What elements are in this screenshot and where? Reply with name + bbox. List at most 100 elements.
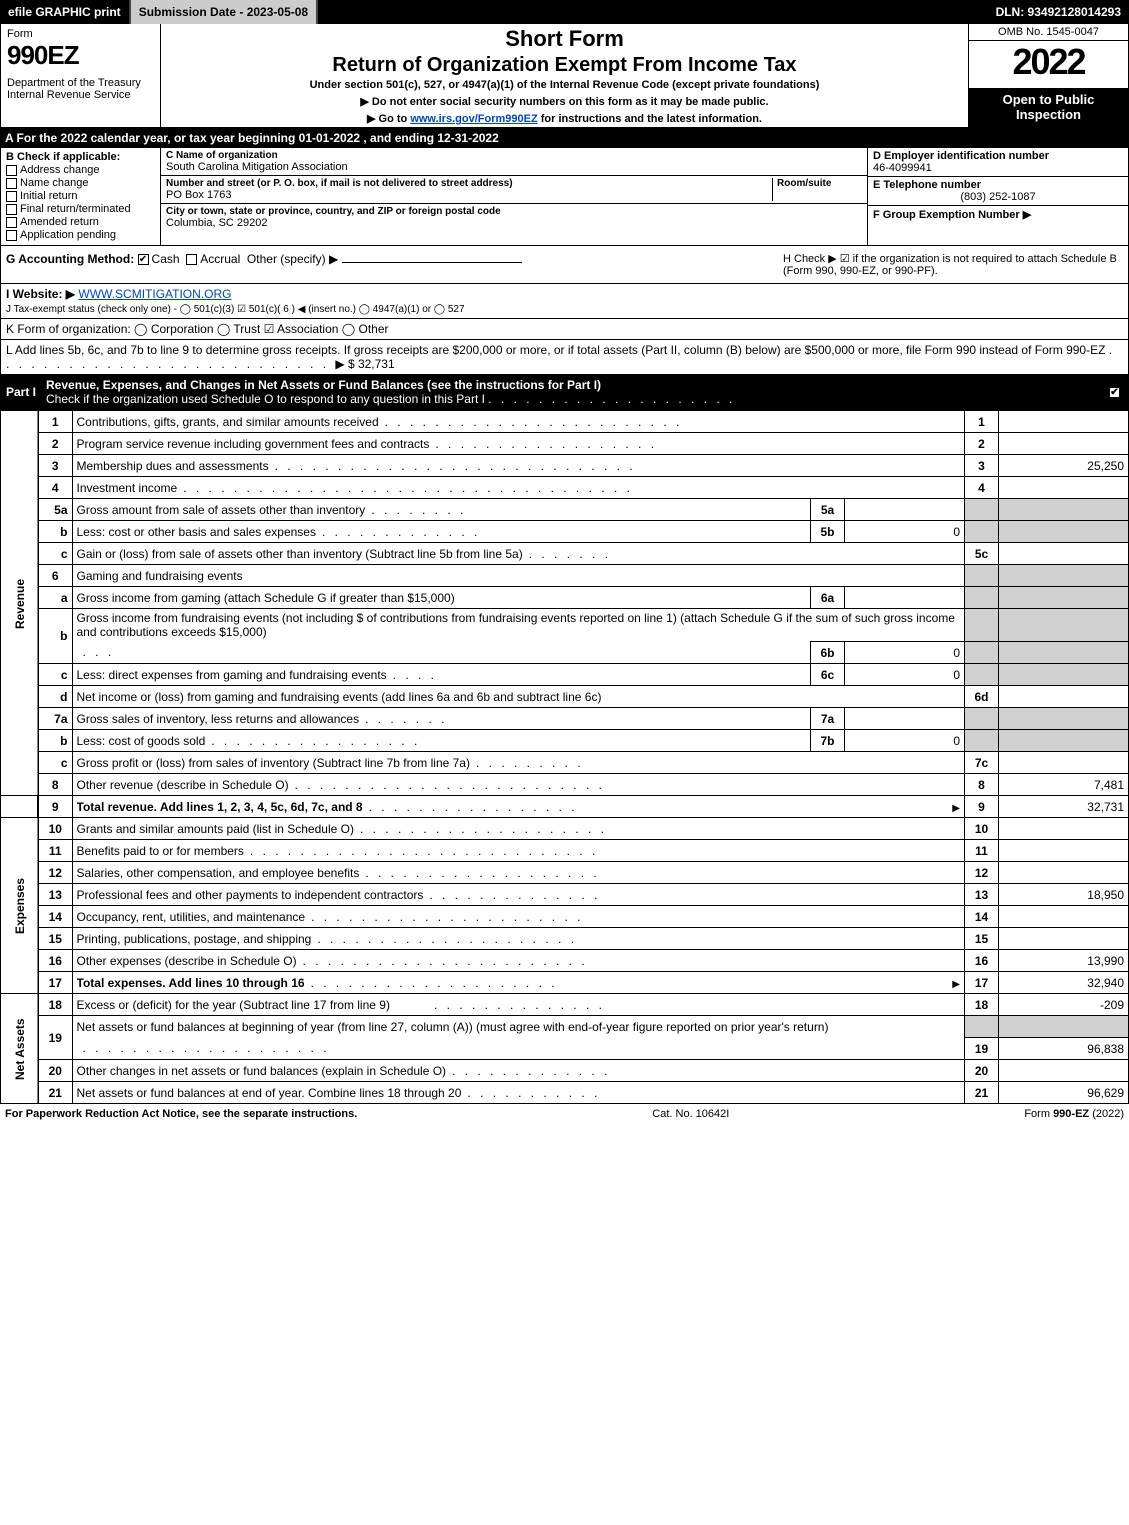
chk-amended-return[interactable]: Amended return: [6, 216, 155, 228]
irs-link[interactable]: www.irs.gov/Form990EZ: [410, 113, 537, 125]
lno-5c: c: [38, 543, 72, 565]
website-link[interactable]: WWW.SCMITIGATION.ORG: [78, 287, 231, 301]
line-5b-desc: Less: cost or other basis and sales expe…: [77, 525, 316, 539]
lno-13: 13: [38, 884, 72, 906]
efile-print-button[interactable]: efile GRAPHIC print: [0, 0, 131, 24]
row-a-tax-year: A For the 2022 calendar year, or tax yea…: [0, 128, 1129, 148]
val-6c: 0: [845, 664, 965, 686]
open-inspection-badge: Open to Public Inspection: [969, 88, 1128, 127]
lno-9: 9: [38, 796, 72, 818]
lno-16: 16: [38, 950, 72, 972]
chk-initial-return[interactable]: Initial return: [6, 190, 155, 202]
bullet-1: ▶ Do not enter social security numbers o…: [167, 95, 962, 108]
line-12-desc: Salaries, other compensation, and employ…: [77, 866, 360, 880]
line-4-desc: Investment income: [77, 481, 178, 495]
val-5c: [999, 543, 1129, 565]
val-9: 32,731: [999, 796, 1129, 818]
header-left: Form 990EZ Department of the Treasury In…: [1, 24, 161, 127]
lno-6c: c: [38, 664, 72, 686]
line-3-desc: Membership dues and assessments: [77, 459, 269, 473]
line-5c-desc: Gain or (loss) from sale of assets other…: [77, 547, 523, 561]
line-20-desc: Other changes in net assets or fund bala…: [77, 1064, 447, 1078]
chk-address-change[interactable]: Address change: [6, 164, 155, 176]
l-text: L Add lines 5b, 6c, and 7b to line 9 to …: [6, 343, 1105, 357]
part-i-bar: Part I Revenue, Expenses, and Changes in…: [0, 375, 1129, 410]
line-11-desc: Benefits paid to or for members: [77, 844, 244, 858]
main-title: Return of Organization Exempt From Incom…: [167, 54, 962, 77]
l-value: ▶ $ 32,731: [335, 357, 394, 371]
lno-7b: b: [38, 730, 72, 752]
val-19: 96,838: [999, 1038, 1129, 1060]
lno-5b: b: [38, 521, 72, 543]
line-21-desc: Net assets or fund balances at end of ye…: [77, 1086, 462, 1100]
part-i-label: Part I: [6, 385, 46, 399]
omb-number: OMB No. 1545-0047: [969, 24, 1128, 41]
line-2-desc: Program service revenue including govern…: [77, 437, 430, 451]
lines-table: Revenue 1 Contributions, gifts, grants, …: [0, 410, 1129, 1104]
chk-cash[interactable]: [138, 254, 149, 265]
chk-application-pending[interactable]: Application pending: [6, 229, 155, 241]
form-word: Form: [7, 28, 154, 40]
lno-15: 15: [38, 928, 72, 950]
val-21: 96,629: [999, 1082, 1129, 1104]
page-footer: For Paperwork Reduction Act Notice, see …: [0, 1104, 1129, 1124]
line-15-desc: Printing, publications, postage, and shi…: [77, 932, 312, 946]
lno-11: 11: [38, 840, 72, 862]
line-17-desc: Total expenses. Add lines 10 through 16: [77, 976, 305, 990]
lno-19: 19: [38, 1016, 72, 1060]
val-7a: [845, 708, 965, 730]
chk-name-change[interactable]: Name change: [6, 177, 155, 189]
h-check: H Check ▶ ☑ if the organization is not r…: [783, 252, 1123, 277]
col-d-e-f: D Employer identification number 46-4099…: [868, 148, 1128, 245]
f-group-label: F Group Exemption Number ▶: [873, 208, 1123, 221]
top-bar: efile GRAPHIC print Submission Date - 20…: [0, 0, 1129, 24]
line-16-desc: Other expenses (describe in Schedule O): [77, 954, 297, 968]
block-b-through-f: B Check if applicable: Address change Na…: [0, 148, 1129, 246]
val-10: [999, 818, 1129, 840]
lno-8: 8: [38, 774, 72, 796]
val-7c: [999, 752, 1129, 774]
val-7b: 0: [845, 730, 965, 752]
side-revenue: Revenue: [1, 411, 39, 796]
val-1: [999, 411, 1129, 433]
val-8: 7,481: [999, 774, 1129, 796]
lno-7a: 7a: [38, 708, 72, 730]
lno-21: 21: [38, 1082, 72, 1104]
row-k: K Form of organization: ◯ Corporation ◯ …: [0, 319, 1129, 340]
val-6b: 0: [845, 642, 965, 664]
g-other-label: Other (specify) ▶: [247, 252, 338, 266]
line-1-desc: Contributions, gifts, grants, and simila…: [77, 415, 379, 429]
header-center: Short Form Return of Organization Exempt…: [161, 24, 968, 127]
val-3: 25,250: [999, 455, 1129, 477]
val-6a: [845, 587, 965, 609]
g-other-input[interactable]: [342, 262, 522, 263]
chk-final-return[interactable]: Final return/terminated: [6, 203, 155, 215]
ein-value: 46-4099941: [873, 162, 1123, 174]
line-6a-desc: Gross income from gaming (attach Schedul…: [72, 587, 811, 609]
lno-18: 18: [38, 994, 72, 1016]
org-street: PO Box 1763: [166, 189, 772, 201]
short-form-title: Short Form: [167, 26, 962, 52]
val-2: [999, 433, 1129, 455]
val-4: [999, 477, 1129, 499]
org-city: Columbia, SC 29202: [166, 217, 862, 229]
line-18-desc: Excess or (deficit) for the year (Subtra…: [77, 998, 390, 1012]
i-label: I Website: ▶: [6, 287, 75, 301]
bullet-2-pre: ▶ Go to: [367, 113, 410, 125]
chk-schedule-o[interactable]: [1109, 387, 1120, 398]
val-17: 32,940: [999, 972, 1129, 994]
form-number: 990EZ: [7, 40, 154, 71]
lno-6d: d: [38, 686, 72, 708]
footer-center: Cat. No. 10642I: [357, 1108, 1024, 1120]
val-13: 18,950: [999, 884, 1129, 906]
j-tax-status: J Tax-exempt status (check only one) - ◯…: [6, 304, 1123, 315]
part-i-title: Revenue, Expenses, and Changes in Net As…: [46, 378, 601, 392]
line-6b-desc: Gross income from fundraising events (no…: [72, 609, 965, 642]
side-expenses: Expenses: [1, 818, 39, 994]
lno-3: 3: [38, 455, 72, 477]
e-phone-label: E Telephone number: [873, 179, 1123, 191]
row-i-j: I Website: ▶ WWW.SCMITIGATION.ORG J Tax-…: [0, 284, 1129, 319]
col-c-org-info: C Name of organization South Carolina Mi…: [161, 148, 868, 245]
row-l: L Add lines 5b, 6c, and 7b to line 9 to …: [0, 340, 1129, 375]
chk-accrual[interactable]: [186, 254, 197, 265]
